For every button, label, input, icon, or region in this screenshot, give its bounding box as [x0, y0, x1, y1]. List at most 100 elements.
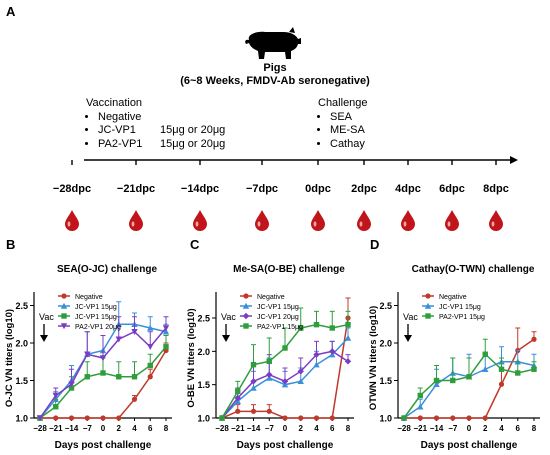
data-point [250, 408, 257, 414]
x-tick-label: 6 [330, 424, 335, 433]
data-point [313, 321, 320, 328]
y-axis-label: OTWN VN titers (log10) [368, 306, 379, 411]
data-point [531, 366, 537, 372]
timeline-label: −21dpc [117, 183, 155, 195]
data-point [433, 377, 440, 384]
x-tick-label: 0 [101, 424, 106, 433]
timeline-label: 2dpc [351, 183, 377, 195]
blood-drop-highlight [195, 221, 199, 227]
blood-drop-highlight [359, 221, 363, 227]
panel-a-letter: A [6, 4, 16, 19]
legend-label: JC-VP1 15μg [257, 304, 299, 311]
data-point [450, 415, 456, 421]
data-point [147, 362, 153, 369]
data-point [242, 312, 250, 320]
y-tick-label: 2.0 [197, 347, 210, 357]
y-tick-label: 1.5 [15, 376, 28, 386]
blood-drop-highlight [491, 221, 495, 227]
legend-label: JC-VP1 15μg [439, 304, 481, 311]
legend-label: JC-VP1 15μg [75, 304, 117, 311]
data-point [266, 358, 272, 365]
legend-label: Negative [257, 294, 285, 301]
legend-label: PA2-VP1 15μg [257, 324, 303, 331]
x-tick-label: −28 [397, 424, 411, 433]
y-tick-label: 2.5 [379, 301, 392, 311]
data-point [36, 415, 44, 422]
blood-drop-icon [311, 210, 325, 231]
panel-b-letter: B [6, 237, 16, 252]
data-point [450, 377, 456, 384]
x-tick-label: −28 [215, 424, 229, 433]
challenge-item: SEA [330, 111, 438, 125]
data-point [100, 370, 106, 376]
y-tick-label: 1.5 [197, 380, 210, 390]
data-point [425, 293, 431, 299]
vac-arrow-head [404, 335, 412, 342]
x-tick-label: 0 [283, 424, 288, 433]
timeline-label: 6dpc [439, 183, 465, 195]
series-0 [219, 297, 351, 421]
y-tick-label: 1.0 [379, 414, 392, 424]
vaccination-item-name: Negative [98, 110, 142, 123]
vac-annotation: Vac [403, 312, 418, 322]
data-point [116, 374, 122, 380]
blood-drop-icon [401, 210, 415, 231]
data-point [266, 371, 273, 378]
legend-label: JC-VP1 15μg [75, 314, 117, 321]
x-axis-label: Days post challenge [421, 440, 518, 451]
data-point [68, 415, 75, 421]
x-tick-label: 8 [346, 424, 351, 433]
timeline-arrow-head [510, 156, 518, 164]
blood-drop-highlight [257, 221, 261, 227]
data-point [84, 415, 90, 421]
data-point [163, 344, 169, 350]
timeline-label: −14dpc [181, 183, 219, 195]
x-tick-label: 4 [314, 424, 319, 433]
x-tick-label: 6 [516, 424, 521, 433]
data-point [235, 408, 241, 414]
x-tick-label: 2 [299, 424, 304, 433]
data-point [281, 378, 289, 385]
animal-title: Pigs [263, 62, 287, 74]
y-tick-label: 1.5 [379, 376, 392, 386]
data-point [147, 374, 153, 380]
data-point [515, 370, 521, 376]
vac-annotation: Vac [221, 312, 236, 322]
x-tick-label: −28 [33, 424, 47, 433]
data-point [131, 396, 138, 402]
y-axis-label: O-BE VN titers (log10) [186, 308, 197, 407]
data-point [235, 388, 241, 395]
data-point [282, 415, 288, 421]
chart-d: Cathay(O-TWN) challenge 1.0 1.5 2.0 2.5 −28 −2… [368, 264, 540, 451]
data-point [345, 321, 351, 328]
data-point [115, 336, 122, 343]
series-2 [218, 340, 352, 422]
x-axis-label: Days post challenge [237, 440, 334, 451]
series-3 [219, 307, 351, 421]
chart-title: SEA(O-JC) challenge [57, 264, 157, 275]
y-tick-label: 2.0 [15, 339, 28, 349]
data-point [282, 345, 288, 351]
y-tick-label: 1.0 [15, 414, 28, 424]
legend-label: Negative [75, 294, 103, 301]
x-tick-label: −21 [231, 424, 245, 433]
data-point [298, 415, 304, 421]
data-point [60, 323, 68, 330]
series-2 [401, 338, 537, 421]
data-point [243, 323, 249, 329]
x-tick-label: 8 [532, 424, 537, 433]
vac-annotation: Vac [39, 312, 54, 322]
blood-drop-icon [357, 210, 371, 231]
blood-drop-icon [489, 210, 503, 231]
vaccination-item-dose: 15μg or 20μg [160, 124, 226, 136]
vaccination-item-name: PA2-VP1 [98, 137, 143, 150]
data-point [329, 325, 335, 331]
data-point [100, 415, 106, 421]
data-point [329, 415, 335, 421]
data-point [250, 361, 257, 368]
timeline-label: −28dpc [53, 183, 91, 195]
vaccination-item-dose: 15μg or 20μg [160, 137, 226, 150]
